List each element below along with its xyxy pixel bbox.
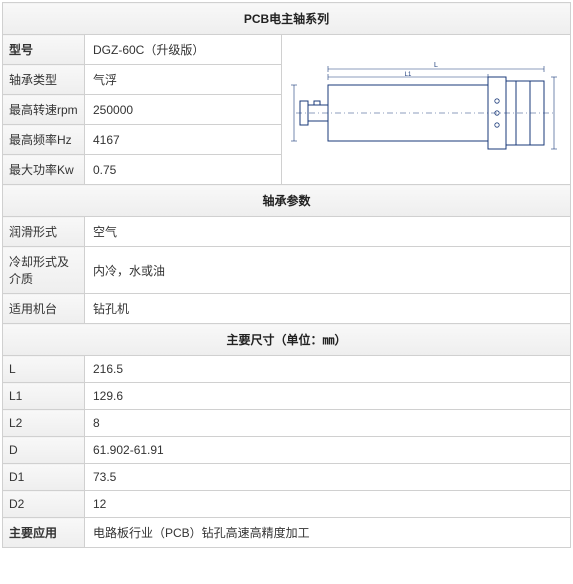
row-app-label: 主要应用 [3, 518, 85, 548]
row-D1-value: 73.5 [85, 464, 571, 491]
row-L-value: 216.5 [85, 356, 571, 383]
row-D2-label: D2 [3, 491, 85, 518]
row-L2-label: L2 [3, 410, 85, 437]
row-L1-label: L1 [3, 383, 85, 410]
row-hz-value: 4167 [85, 125, 282, 155]
row-L-label: L [3, 356, 85, 383]
row-rpm-label: 最高转速rpm [3, 95, 85, 125]
row-bearingtype-value: 气浮 [85, 65, 282, 95]
row-hz-label: 最高频率Hz [3, 125, 85, 155]
row-L2-value: 8 [85, 410, 571, 437]
row-kw-label: 最大功率Kw [3, 155, 85, 185]
row-rpm-value: 250000 [85, 95, 282, 125]
row-L1-value: 129.6 [85, 383, 571, 410]
row-kw-value: 0.75 [85, 155, 282, 185]
row-machine-label: 适用机台 [3, 294, 85, 324]
row-bearingtype-label: 轴承类型 [3, 65, 85, 95]
spec-table: PCB电主轴系列 型号 DGZ-60C（升级版） LL1 轴承类型 气浮 最高转… [2, 2, 571, 548]
row-lube-label: 润滑形式 [3, 217, 85, 247]
row-D-label: D [3, 437, 85, 464]
spindle-diagram: L L1 [288, 55, 564, 165]
row-model-label: 型号 [3, 35, 85, 65]
row-lube-value: 空气 [85, 217, 571, 247]
diagram-cell: L L1 [282, 35, 571, 185]
row-cool-label: 冷却形式及介质 [3, 247, 85, 294]
bearing-header: 轴承参数 [3, 185, 571, 217]
main-header: PCB电主轴系列 [3, 3, 571, 35]
row-cool-value: 内冷，水或油 [85, 247, 571, 294]
row-D2-value: 12 [85, 491, 571, 518]
svg-text:L1: L1 [405, 72, 412, 78]
dims-header: 主要尺寸（单位：㎜） [3, 324, 571, 356]
svg-text:L: L [434, 62, 438, 69]
row-model-value: DGZ-60C（升级版） [85, 35, 282, 65]
row-D1-label: D1 [3, 464, 85, 491]
row-D-value: 61.902-61.91 [85, 437, 571, 464]
row-app-value: 电路板行业（PCB）钻孔高速高精度加工 [85, 518, 571, 548]
row-machine-value: 钻孔机 [85, 294, 571, 324]
